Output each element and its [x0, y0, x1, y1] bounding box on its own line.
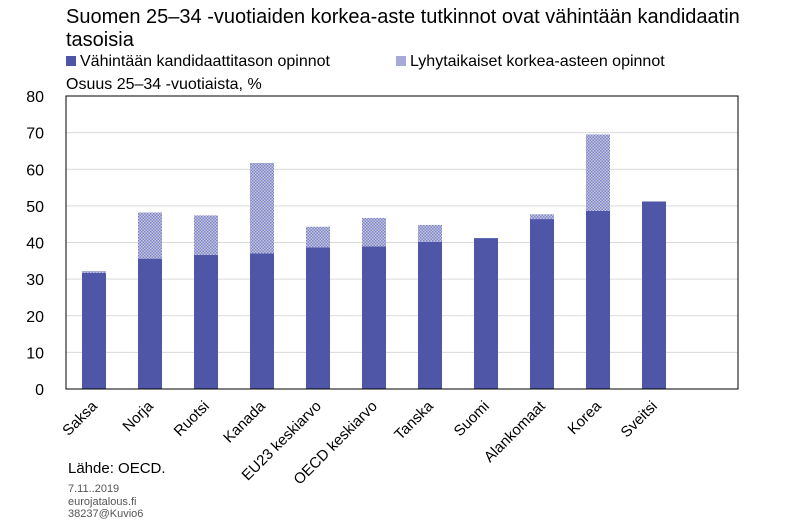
bar-series-1	[306, 247, 330, 389]
bar-series-2	[418, 225, 442, 242]
y-tick-label: 60	[26, 162, 44, 179]
y-tick-label: 20	[26, 309, 44, 326]
bar-series-2	[194, 215, 218, 255]
publish-date: 7.11..2019	[68, 483, 119, 495]
y-tick-label: 0	[35, 382, 44, 399]
y-tick-label: 40	[26, 236, 44, 253]
x-tick-label: Tanska	[391, 397, 437, 443]
bar-series-2	[362, 218, 386, 247]
x-tick-label: Alankomaat	[481, 397, 550, 466]
bar-series-2	[306, 227, 330, 248]
bar-series-1	[418, 242, 442, 389]
x-tick-label: Saksa	[59, 397, 101, 439]
bar-series-2	[586, 134, 610, 211]
bar-series-1	[250, 253, 274, 389]
bar-series-1	[586, 211, 610, 389]
bar-series-1	[474, 238, 498, 389]
x-tick-label: Sveitsi	[618, 398, 661, 441]
source-note: Lähde: OECD.	[68, 460, 166, 477]
site-name: eurojatalous.fi	[68, 496, 137, 508]
bar-series-2	[530, 214, 554, 219]
bar-series-2	[138, 212, 162, 258]
bar-series-1	[530, 219, 554, 389]
x-tick-label: Ruotsi	[171, 398, 213, 440]
bar-series-2	[250, 163, 274, 253]
bar-series-1	[194, 255, 218, 389]
y-tick-label: 10	[26, 345, 44, 362]
chart-code: 38237@Kuvio6	[68, 508, 143, 520]
bar-series-1	[642, 201, 666, 389]
y-tick-label: 30	[26, 272, 44, 289]
y-tick-label: 80	[26, 89, 44, 106]
y-tick-label: 70	[26, 126, 44, 143]
x-tick-label: Norja	[119, 397, 157, 435]
y-tick-label: 50	[26, 199, 44, 216]
x-tick-label: Suomi	[451, 398, 493, 440]
x-tick-label: Korea	[565, 397, 606, 438]
bar-series-2	[82, 271, 106, 273]
bar-series-1	[82, 273, 106, 389]
bar-series-1	[138, 259, 162, 389]
x-tick-label: Kanada	[220, 397, 269, 446]
bar-series-1	[362, 247, 386, 389]
